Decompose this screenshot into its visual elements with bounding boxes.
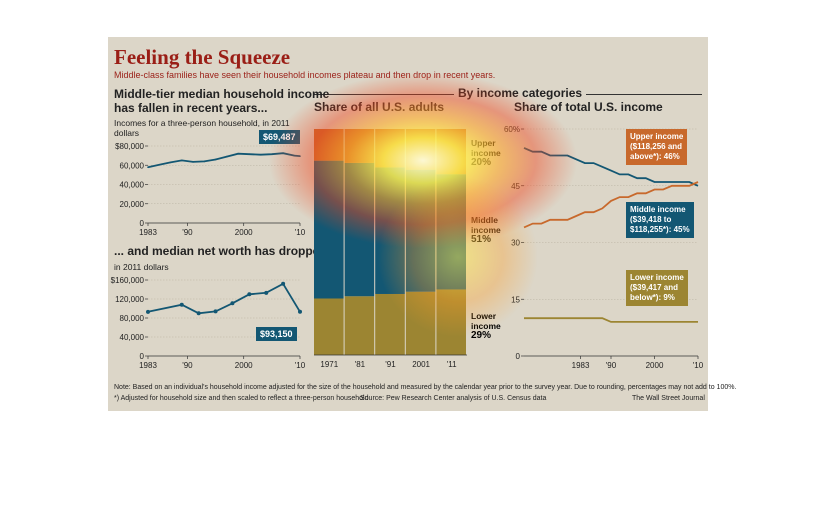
- share-ytick-label: 15: [511, 295, 520, 304]
- share-ytick-label: 30: [511, 239, 520, 248]
- income-ytick-label: 60,000: [120, 161, 145, 170]
- networth-point: [298, 309, 302, 314]
- panel1-note-1: Incomes for a three-person household, in…: [114, 118, 290, 128]
- networth-point: [264, 290, 269, 295]
- income-point: [158, 163, 161, 166]
- infographic-panel: Feeling the Squeeze Middle-class familie…: [108, 37, 736, 411]
- income-xtick-label: 2000: [235, 228, 253, 237]
- share-ytick-label: 0: [516, 352, 521, 361]
- bar-category-label: '91: [385, 360, 396, 369]
- networth-point: [179, 302, 184, 307]
- lower-callout-2: ($39,417 and: [630, 283, 679, 292]
- share-line-lower: [524, 317, 698, 323]
- share-ytick-label: 45: [511, 182, 520, 191]
- upper-callout-1: Upper income: [630, 132, 684, 141]
- middle-callout-2: ($39,418 to: [630, 215, 672, 224]
- footer-source: Source: Pew Research Center analysis of …: [360, 395, 547, 402]
- networth-ytick-label: 40,000: [120, 333, 145, 342]
- income-ytick-label: 0: [140, 219, 145, 228]
- income-ytick-label: $80,000: [115, 142, 144, 151]
- networth-xtick-label: '10: [295, 361, 306, 370]
- income-point: [169, 161, 172, 164]
- income-point: [180, 159, 183, 162]
- upper-callout-2: ($118,256 and: [630, 142, 683, 151]
- income-point: [248, 153, 251, 155]
- networth-point: [213, 309, 218, 314]
- income-point: [214, 158, 217, 161]
- income-point: [226, 155, 228, 158]
- middle-callout-3: $118,255*): 45%: [630, 225, 690, 234]
- networth-ytick-label: 120,000: [115, 295, 144, 304]
- panel1-note-2: dollars: [114, 128, 140, 138]
- income-point: [192, 161, 194, 163]
- networth-point: [230, 301, 235, 306]
- lower-callout-3: below*): 9%: [630, 293, 675, 302]
- income-ytick-label: 20,000: [120, 200, 145, 209]
- upper-callout: Upper income ($118,256 and above*): 46%: [626, 129, 688, 165]
- bar-category-label: '11: [447, 360, 457, 369]
- bar-category-label: '81: [355, 360, 366, 369]
- upper-callout-3: above*): 46%: [630, 152, 680, 161]
- networth-ytick-label: 80,000: [120, 314, 145, 323]
- panel2-callout: $93,150: [256, 327, 297, 341]
- share-ytick-label: 60%: [504, 125, 520, 134]
- share-xtick-label: '10: [693, 361, 704, 370]
- networth-xtick-label: 2000: [235, 361, 253, 370]
- income-point: [203, 160, 206, 163]
- income-point: [147, 166, 149, 168]
- networth-xtick-label: '90: [182, 361, 193, 370]
- panel1-heading-2: has fallen in recent years...: [114, 101, 268, 115]
- networth-xtick-label: 1983: [139, 361, 157, 370]
- share-xtick-label: 1983: [572, 361, 590, 370]
- income-xtick-label: '90: [182, 228, 193, 237]
- middle-callout-1: Middle income: [630, 205, 686, 214]
- lower-callout: Lower income ($39,417 and below*): 9%: [626, 270, 688, 306]
- middle-callout: Middle income ($39,418 to $118,255*): 45…: [626, 202, 694, 238]
- share-xtick-label: 2000: [646, 361, 664, 370]
- networth-point: [196, 311, 201, 316]
- networth-ytick-label: $160,000: [111, 276, 145, 285]
- share-xtick-label: '90: [606, 361, 617, 370]
- networth-ytick-label: 0: [140, 352, 145, 361]
- footer-asterisk: *) Adjusted for household size and then …: [114, 395, 369, 402]
- bar-category-label: 1971: [320, 360, 338, 369]
- income-point: [237, 152, 239, 155]
- networth-point: [146, 309, 150, 314]
- footer-credit: The Wall Street Journal: [632, 395, 705, 402]
- bar-category-label: 2001: [412, 360, 430, 369]
- income-xtick-label: 1983: [139, 228, 157, 237]
- networth-point: [247, 292, 252, 297]
- panel2-units: in 2011 dollars: [114, 262, 169, 272]
- bar-lower: [314, 298, 344, 355]
- lower-callout-1: Lower income: [630, 273, 684, 282]
- income-ytick-label: 40,000: [120, 181, 145, 190]
- income-share-line-chart: 0 15 30 45 60% 1983 '90 2000 '10: [504, 125, 704, 370]
- footer-note: Note: Based on an individual's household…: [114, 384, 737, 391]
